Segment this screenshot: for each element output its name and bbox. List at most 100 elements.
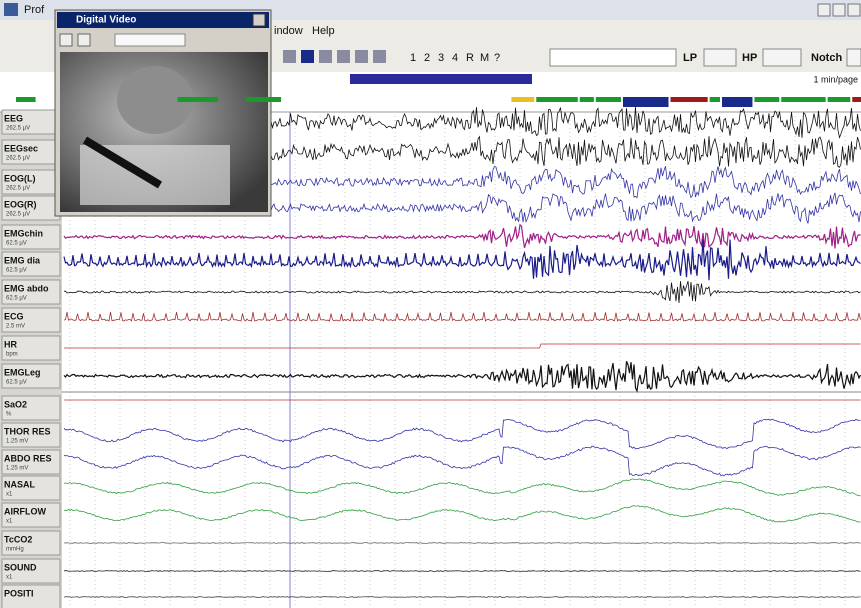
montage-button[interactable]: 2	[424, 52, 430, 64]
pause-button[interactable]	[59, 33, 73, 47]
channel-label: EEGsec	[4, 143, 38, 153]
montage-button[interactable]: 3	[438, 52, 444, 64]
hypnogram-segment	[754, 97, 780, 102]
signal-trace	[63, 542, 861, 544]
channel-label: NASAL	[4, 479, 36, 489]
hypnogram-segment	[177, 97, 219, 102]
channel-button[interactable]	[1, 558, 61, 584]
channel-scale: bpm	[6, 352, 18, 358]
signal-trace	[63, 418, 861, 450]
toolbar-icon[interactable]	[355, 50, 368, 63]
montage-button[interactable]: 4	[452, 52, 458, 64]
hypnogram-segment	[781, 97, 826, 102]
channel-scale: x1	[6, 575, 13, 581]
channel-label: EOG(R)	[4, 199, 37, 209]
channel-scale: x1	[6, 492, 13, 498]
toolbar-icon[interactable]	[373, 50, 386, 63]
channel-label: ABDO RES	[4, 453, 52, 463]
channel-scale: 62.5 µV	[6, 296, 27, 302]
signal-trace	[64, 280, 861, 304]
signal-trace	[63, 596, 861, 598]
channel-label: HR	[4, 339, 17, 349]
channel-button[interactable]	[1, 475, 61, 501]
channel-button[interactable]	[1, 335, 61, 361]
channel-label: SaO2	[4, 399, 27, 409]
channel-label: EMG dia	[4, 255, 41, 265]
hp-label: HP	[742, 52, 757, 64]
dropdown[interactable]	[549, 48, 677, 67]
maximize-button[interactable]	[832, 3, 846, 17]
signal-trace	[63, 505, 861, 523]
montage-button[interactable]: 1	[410, 52, 416, 64]
channel-scale: 62.5 µV	[6, 380, 27, 386]
channel-label: TcCO2	[4, 534, 32, 544]
signal-trace	[63, 478, 861, 497]
channel-label: THOR RES	[4, 426, 51, 436]
menu-item[interactable]: Help	[312, 25, 335, 37]
signal-trace	[64, 343, 861, 349]
channel-button[interactable]	[1, 279, 61, 305]
lp-select[interactable]	[703, 48, 737, 67]
montage-button[interactable]: M	[480, 52, 489, 64]
channel-label: SOUND	[4, 562, 37, 572]
video-strap	[82, 136, 163, 189]
minimize-button[interactable]	[817, 3, 831, 17]
signal-trace	[63, 361, 861, 393]
channel-label: EOG(L)	[4, 173, 36, 183]
channel-button[interactable]	[1, 395, 61, 421]
hp-select[interactable]	[762, 48, 802, 67]
channel-button[interactable]	[1, 502, 61, 528]
video-subject	[117, 66, 193, 134]
video-title: Digital Video	[76, 15, 136, 26]
channel-scale: 1.25 mV	[6, 439, 28, 445]
channel-button[interactable]	[1, 139, 61, 165]
montage-button[interactable]: R	[466, 52, 474, 64]
notch-select[interactable]	[846, 48, 861, 67]
channel-button[interactable]	[1, 584, 61, 608]
channel-label: POSITI	[4, 588, 34, 598]
channel-button[interactable]	[1, 307, 61, 333]
hypnogram-segment	[852, 97, 861, 102]
channel-button[interactable]	[1, 169, 61, 195]
video-close[interactable]	[252, 13, 266, 27]
channel-scale: 262.5 µV	[6, 156, 30, 162]
notch-label: Notch	[811, 52, 842, 64]
channel-button[interactable]	[1, 363, 61, 389]
page-length: 1 min/page	[813, 74, 858, 84]
channel-scale: 2.5 mV	[6, 324, 25, 330]
channel-button[interactable]	[1, 422, 61, 448]
window-title: Prof	[24, 4, 45, 16]
channel-label: EMG abdo	[4, 283, 49, 293]
hypnogram-segment	[536, 97, 578, 102]
channel-button[interactable]	[1, 195, 61, 221]
channel-button[interactable]	[1, 224, 61, 250]
channel-scale: 62.5 µV	[6, 268, 27, 274]
toolbar-icon[interactable]	[319, 50, 332, 63]
channel-button[interactable]	[1, 449, 61, 475]
hypnogram-segment	[511, 97, 535, 102]
play-button[interactable]	[77, 33, 91, 47]
close-button[interactable]	[847, 3, 861, 17]
menu-item[interactable]: indow	[274, 25, 303, 37]
toolbar-icon[interactable]	[337, 50, 350, 63]
channel-scale: 1.25 mV	[6, 466, 28, 472]
toolbar-icon[interactable]	[283, 50, 296, 63]
hypnogram-segment	[16, 97, 36, 102]
channel-scale: mmHg	[6, 547, 24, 553]
channel-label: EMGchin	[4, 228, 43, 238]
signal-trace	[63, 570, 861, 572]
app-icon	[4, 3, 18, 16]
channel-label: EMGLeg	[4, 367, 41, 377]
channel-button[interactable]	[1, 530, 61, 556]
video-slider[interactable]	[114, 33, 186, 47]
hypnogram-segment	[245, 97, 282, 102]
hypnogram-segment	[670, 97, 708, 102]
channel-label: ECG	[4, 311, 24, 321]
toolbar-icon[interactable]	[301, 50, 314, 63]
montage-button[interactable]: ?	[494, 52, 500, 64]
channel-button[interactable]	[1, 251, 61, 277]
channel-label: AIRFLOW	[4, 506, 46, 516]
hypnogram-segment	[827, 97, 851, 102]
